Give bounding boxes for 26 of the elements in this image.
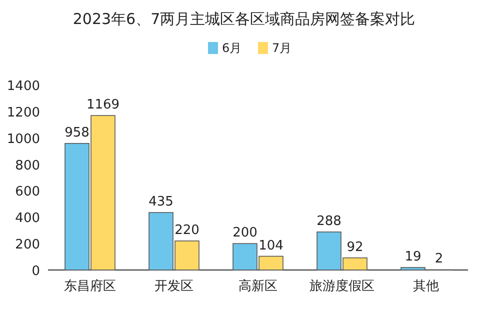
- y-tick-label: 400: [15, 211, 40, 226]
- legend-label: 6月: [222, 41, 242, 55]
- legend-label: 7月: [272, 41, 292, 55]
- data-label: 435: [148, 194, 174, 210]
- y-tick-label: 1200: [6, 105, 40, 120]
- x-tick-label: 东昌府区: [64, 278, 116, 294]
- x-tick-label: 其他: [413, 279, 439, 294]
- data-label: 19: [404, 249, 422, 264]
- data-label: 1169: [86, 98, 120, 113]
- data-label: 220: [174, 222, 200, 238]
- y-tick-label: 200: [15, 238, 40, 253]
- chart-title: 2023年6、7两月主城区各区域商品房网签备案对比: [72, 10, 416, 28]
- data-label: 200: [232, 226, 258, 241]
- x-tick-label: 旅游度假区: [310, 278, 374, 294]
- data-label: 104: [258, 238, 284, 254]
- y-tick-label: 0: [32, 264, 40, 279]
- data-label: 2: [434, 252, 444, 267]
- y-tick-label: 1000: [6, 132, 40, 147]
- data-label: 288: [316, 214, 342, 229]
- x-tick-label: 开发区: [154, 279, 194, 294]
- y-tick-label: 600: [15, 184, 40, 200]
- y-tick-label: 800: [15, 158, 40, 174]
- y-tick-label: 1400: [6, 79, 40, 94]
- data-label: 958: [64, 125, 90, 140]
- data-label: 92: [346, 240, 364, 255]
- x-tick-label: 高新区: [238, 278, 278, 294]
